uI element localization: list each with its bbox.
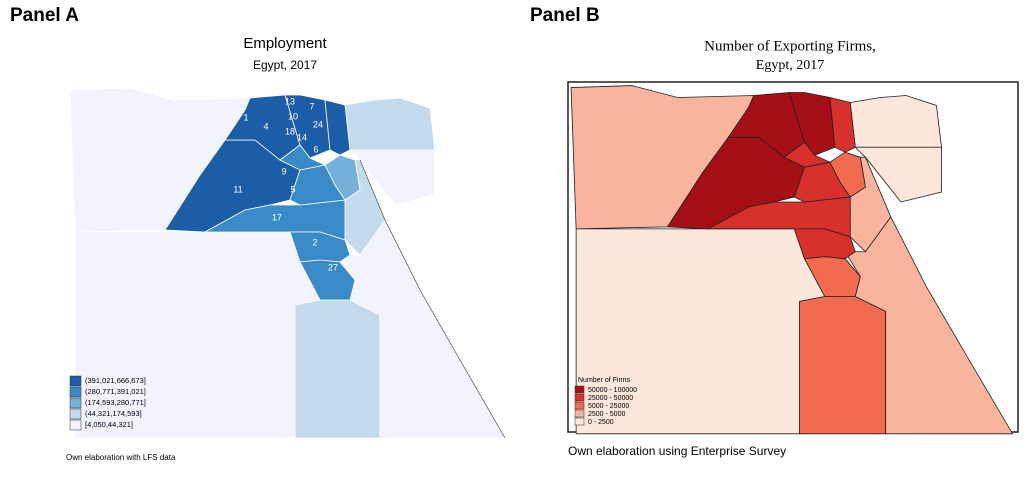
source-note: Own elaboration using Enterprise Survey	[568, 444, 786, 458]
legend-title: Number of Firms	[578, 377, 631, 384]
legend-label: (44,321,174,593]	[85, 409, 142, 418]
region-label: 27	[328, 262, 338, 272]
region-label: 24	[313, 119, 323, 129]
region-label: 9	[281, 166, 286, 176]
source-note: Own elaboration with LFS data	[66, 453, 176, 462]
region	[783, 141, 832, 168]
legend-label: [4,050,44,321]	[85, 420, 133, 429]
map-subtitle: Egypt, 2017	[253, 58, 317, 72]
region	[829, 96, 856, 153]
legend-label: (391,021,666,673]	[85, 376, 146, 385]
region-label: 11	[233, 184, 242, 194]
region-label: 13	[285, 96, 295, 106]
region-label: 7	[309, 101, 314, 111]
region	[854, 146, 942, 203]
legend-swatch	[69, 386, 82, 398]
region-label: 14	[297, 132, 307, 142]
map-title: Number of Exporting Firms,	[704, 38, 876, 54]
legend-swatch	[69, 397, 82, 409]
region-label: 10	[288, 111, 298, 121]
legend-swatch	[69, 419, 82, 431]
region	[349, 149, 436, 206]
region-label: 4	[263, 121, 268, 131]
legend-label: 25000 - 50000	[588, 395, 633, 402]
legend-label: (174,593,280,771]	[85, 398, 146, 407]
legend-swatch	[574, 393, 585, 402]
legend-label: (280,771,391,021]	[85, 387, 146, 396]
legend: (391,021,666,673] (280,771,391,021] (174,5…	[69, 375, 146, 431]
panel-label: Panel B	[530, 5, 600, 26]
legend-label: 0 - 2500	[588, 419, 614, 426]
region	[294, 299, 381, 439]
legend-swatch	[69, 408, 82, 420]
legend-label: 50000 - 100000	[588, 387, 637, 394]
legend-swatch	[574, 401, 585, 410]
region	[799, 296, 887, 435]
region-label: 2	[312, 237, 317, 247]
map	[570, 85, 1014, 435]
region	[849, 95, 942, 148]
legend-swatch	[574, 417, 585, 426]
region	[803, 256, 861, 297]
legend-swatch	[574, 409, 585, 418]
region-label: 1	[243, 112, 248, 122]
map-subtitle: Egypt, 2017	[756, 58, 824, 73]
region	[324, 99, 351, 156]
legend-swatch	[574, 385, 585, 394]
region	[279, 144, 327, 171]
region-label: 5	[290, 184, 295, 194]
region-label: 17	[272, 212, 282, 222]
legend-label: 2500 - 5000	[588, 411, 625, 418]
legend-swatch	[69, 375, 82, 387]
map-title: Employment	[243, 35, 327, 52]
coastline	[359, 159, 506, 439]
region-label: 6	[313, 144, 318, 154]
region-label: 18	[285, 126, 295, 136]
legend-label: 5000 - 25000	[588, 403, 629, 410]
region	[299, 259, 356, 301]
region	[74, 231, 321, 439]
panel-label: Panel A	[10, 5, 79, 26]
region	[344, 97, 436, 151]
